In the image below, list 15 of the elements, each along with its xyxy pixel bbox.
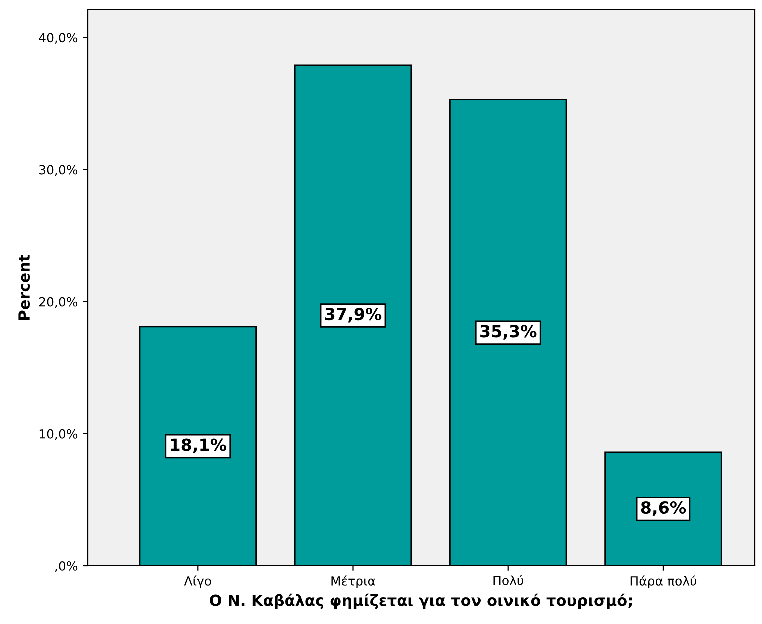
y-tick-label: 40,0% bbox=[39, 33, 78, 44]
data-label: 18,1% bbox=[171, 438, 227, 454]
x-tick-label: Πολύ bbox=[494, 575, 524, 586]
y-tick-label: ,0% bbox=[55, 561, 78, 572]
y-tick-label: 30,0% bbox=[40, 165, 78, 176]
data-label: 37,9% bbox=[325, 308, 382, 323]
x-tick-label: Λίγο bbox=[184, 576, 212, 588]
x-tick-label: Πάρα πολύ bbox=[630, 576, 697, 588]
data-label: 35,3% bbox=[480, 325, 537, 340]
y-axis-title: Percent bbox=[18, 255, 30, 320]
x-axis-title: Ο Ν. Καβάλας φημίζεται για τον οινικό τουρισμό; bbox=[210, 594, 632, 610]
y-tick-label: 20,0% bbox=[39, 297, 78, 308]
y-tick-label: 10,0% bbox=[40, 429, 78, 440]
data-label: 8,6% bbox=[641, 501, 686, 516]
x-tick-label: Μέτρια bbox=[332, 576, 376, 588]
